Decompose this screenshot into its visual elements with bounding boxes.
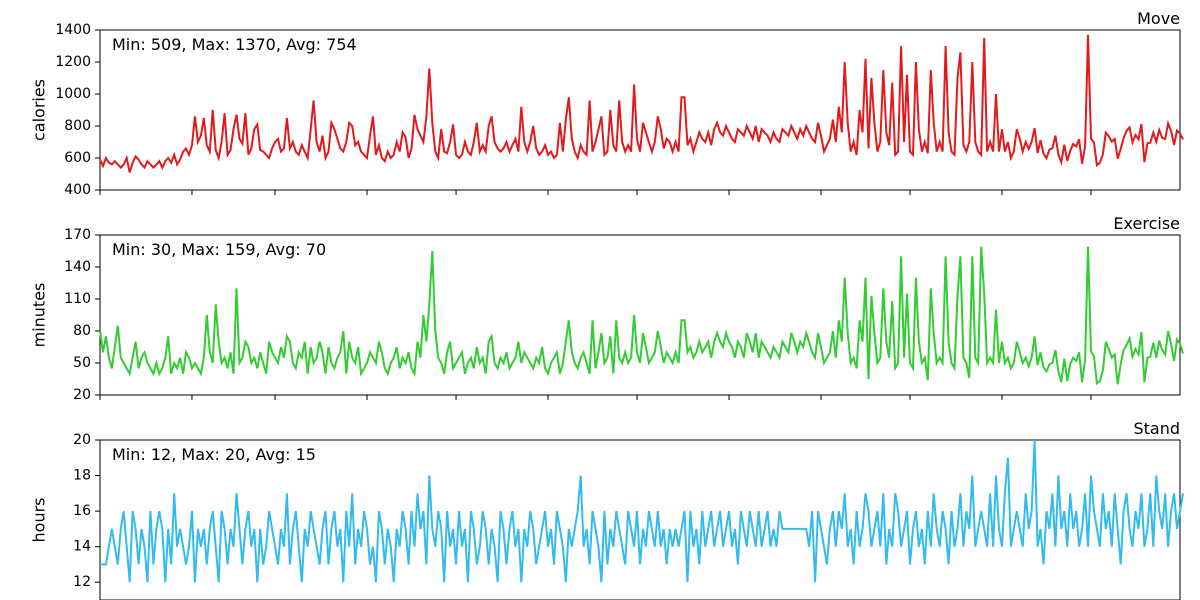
- y-axis-label: hours: [30, 498, 49, 543]
- panel-border: [100, 235, 1180, 395]
- y-tick-label: 140: [64, 259, 91, 275]
- y-tick-label: 170: [64, 227, 91, 243]
- y-tick-label: 18: [73, 468, 91, 484]
- panel-stand: 12 14 16 18 20 hours Stand Min: 12, Max: 20, Av…: [30, 419, 1184, 600]
- series-line-move: [100, 35, 1183, 173]
- panel-stats-text: Min: 509, Max: 1370, Avg: 754: [112, 35, 357, 54]
- panel-stats-text: Min: 12, Max: 20, Avg: 15: [112, 445, 316, 464]
- panel-title: Move: [1137, 9, 1180, 28]
- y-tick-label: 20: [73, 387, 91, 403]
- y-axis-label: calories: [30, 79, 49, 141]
- y-tick-label: 110: [64, 291, 91, 307]
- y-tick-label: 16: [73, 503, 91, 519]
- y-tick-label: 400: [64, 182, 91, 198]
- y-tick-label: 80: [73, 323, 91, 339]
- y-tick-label: 12: [73, 574, 91, 590]
- y-tick-label: 20: [73, 432, 91, 448]
- panel-border: [100, 30, 1180, 190]
- y-tick-label: 800: [64, 118, 91, 134]
- y-tick-label: 600: [64, 150, 91, 166]
- series-line-exercise: [100, 247, 1183, 385]
- panel-exercise: 20 50 80 110 140 170 minutes Exercise Min: 30, M…: [30, 214, 1184, 403]
- activity-rings-year-chart: 400 600 800 1000 1200 1400 calories Move Min: 50…: [0, 0, 1200, 600]
- y-tick-label: 1400: [55, 22, 91, 38]
- y-tick-label: 50: [73, 355, 91, 371]
- panel-title: Stand: [1133, 419, 1180, 438]
- panel-stats-text: Min: 30, Max: 159, Avg: 70: [112, 240, 326, 259]
- y-axis-label: minutes: [30, 283, 49, 348]
- y-tick-label: 1200: [55, 54, 91, 70]
- panel-title: Exercise: [1113, 214, 1180, 233]
- y-tick-label: 1000: [55, 86, 91, 102]
- panel-move: 400 600 800 1000 1200 1400 calories Move Min: 50…: [30, 9, 1184, 198]
- y-tick-label: 14: [73, 539, 91, 555]
